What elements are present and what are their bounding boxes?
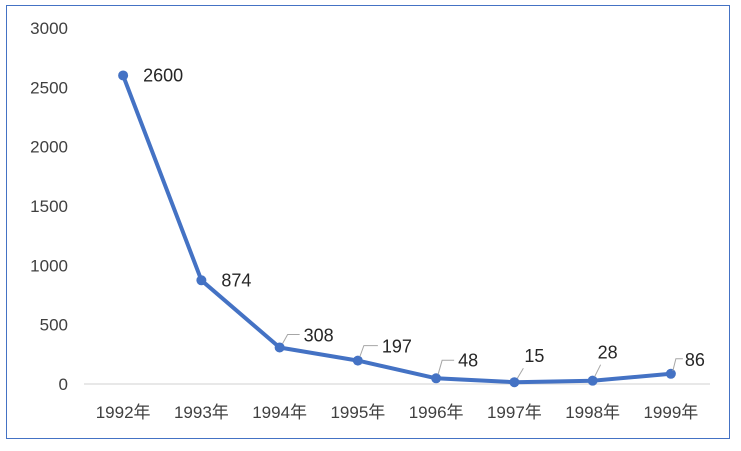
data-label: 28 [598, 343, 618, 363]
x-tick-label: 1998年 [565, 403, 620, 422]
y-tick-label: 2500 [30, 78, 68, 97]
data-label-leader [359, 345, 378, 357]
data-label-leader [594, 364, 602, 377]
x-tick-label: 1993年 [174, 403, 229, 422]
series-line [121, 73, 673, 385]
data-label: 874 [221, 270, 251, 290]
y-tick-label: 1500 [30, 197, 68, 216]
data-label: 15 [524, 346, 544, 366]
x-tick-label: 1996年 [409, 403, 464, 422]
data-point-marker [352, 355, 363, 366]
x-tick-label: 1997年 [487, 403, 542, 422]
data-point-marker [665, 368, 676, 379]
data-point-marker [118, 70, 129, 81]
data-point-marker [274, 342, 285, 353]
data-label-leader [282, 333, 300, 344]
data-label-leader [437, 359, 455, 375]
y-tick-label: 500 [40, 316, 68, 335]
data-label: 86 [685, 350, 705, 370]
data-point-marker [431, 373, 442, 384]
data-label: 48 [458, 350, 478, 370]
x-tick-label: 1992年 [96, 403, 151, 422]
data-label: 308 [304, 325, 334, 345]
y-tick-label: 0 [59, 375, 68, 394]
data-label-leader [516, 367, 524, 379]
data-label-leader [672, 358, 683, 371]
data-label: 2600 [143, 65, 183, 85]
data-point-marker [587, 375, 598, 386]
x-tick-label: 1994年 [252, 403, 307, 422]
data-label: 197 [382, 337, 412, 357]
x-tick-label: 1995年 [330, 403, 385, 422]
y-tick-label: 2000 [30, 138, 68, 157]
data-point-marker [196, 275, 207, 286]
y-tick-label: 3000 [30, 19, 68, 38]
x-tick-label: 1999年 [643, 403, 698, 422]
data-point-marker [509, 377, 520, 388]
y-tick-label: 1000 [30, 256, 68, 275]
